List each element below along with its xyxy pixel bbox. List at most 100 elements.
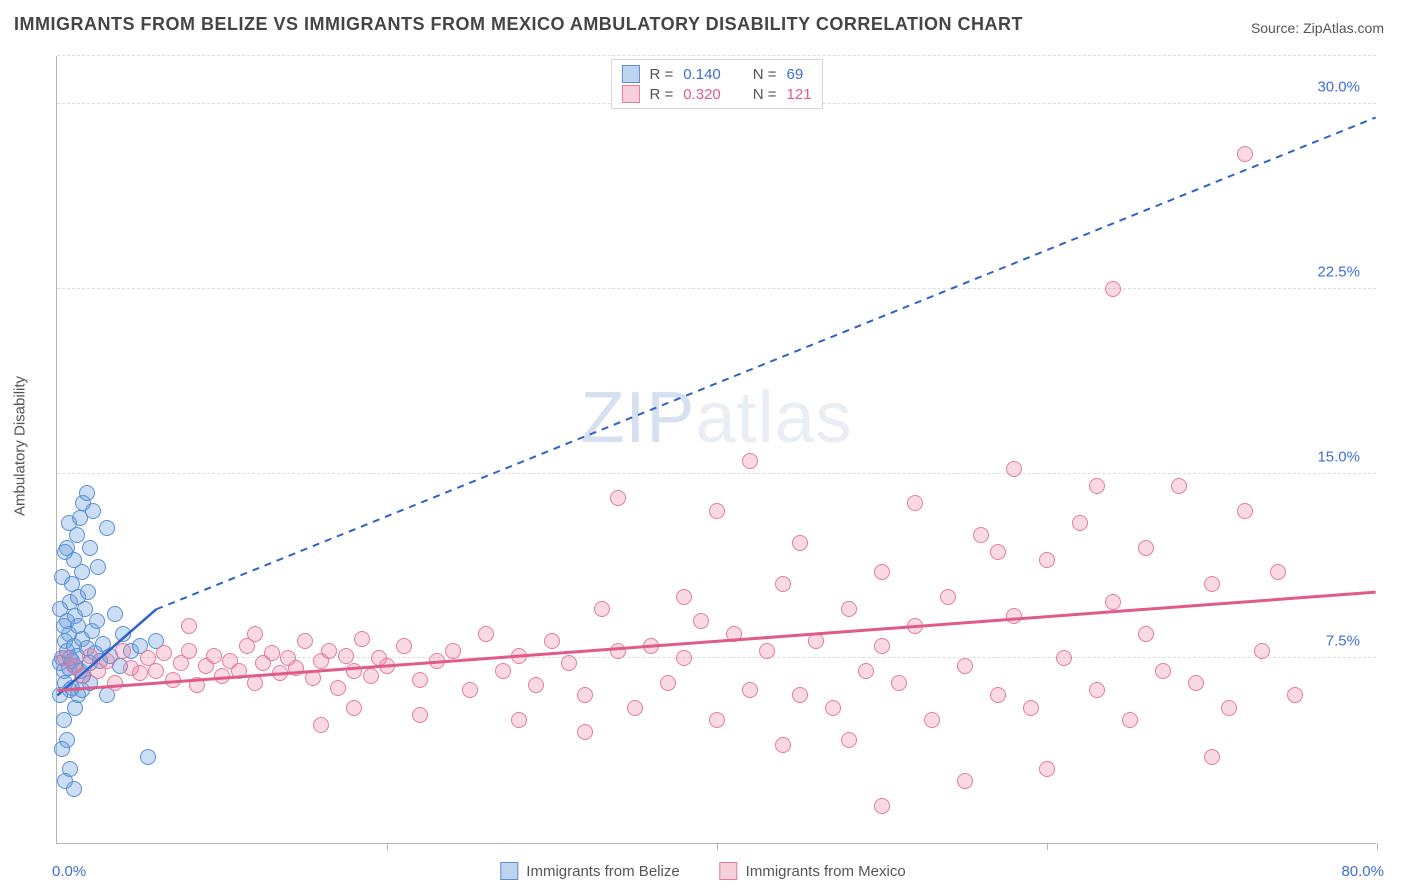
gridline: [57, 288, 1376, 289]
data-point-mexico: [1204, 576, 1220, 592]
data-point-mexico: [1072, 515, 1088, 531]
correlation-legend: R = 0.140 N = 69R =0.320N =121: [610, 59, 822, 109]
data-point-mexico: [1155, 663, 1171, 679]
data-point-mexico: [676, 650, 692, 666]
legend-n-value: 69: [787, 66, 804, 83]
data-point-belize: [79, 485, 95, 501]
data-point-mexico: [577, 687, 593, 703]
data-point-mexico: [1138, 626, 1154, 642]
x-axis-max-label: 80.0%: [1341, 863, 1384, 880]
legend-item-belize: Immigrants from Belize: [500, 862, 679, 880]
data-point-mexico: [231, 663, 247, 679]
data-point-mexico: [264, 645, 280, 661]
gridline: [57, 657, 1376, 658]
data-point-mexico: [775, 576, 791, 592]
data-point-belize: [140, 749, 156, 765]
legend-series-label: Immigrants from Mexico: [746, 863, 906, 880]
data-point-belize: [115, 626, 131, 642]
y-tick-label: 30.0%: [1317, 79, 1360, 96]
data-point-mexico: [1089, 478, 1105, 494]
data-point-mexico: [1254, 643, 1270, 659]
legend-n-label: N =: [753, 66, 777, 83]
data-point-belize: [99, 520, 115, 536]
data-point-belize: [61, 515, 77, 531]
y-axis-title: Ambulatory Disability: [12, 376, 29, 516]
data-point-mexico: [107, 675, 123, 691]
data-point-mexico: [709, 503, 725, 519]
data-point-mexico: [1270, 564, 1286, 580]
data-point-mexico: [577, 724, 593, 740]
data-point-mexico: [973, 527, 989, 543]
data-point-mexico: [1237, 146, 1253, 162]
data-point-mexico: [313, 717, 329, 733]
watermark-zip: ZIP: [580, 378, 695, 458]
data-point-mexico: [511, 648, 527, 664]
data-point-mexico: [1006, 608, 1022, 624]
legend-swatch: [621, 85, 639, 103]
legend-row-mexico: R =0.320N =121: [621, 84, 811, 104]
data-point-mexico: [792, 535, 808, 551]
series-legend: Immigrants from Belize Immigrants from Me…: [500, 862, 905, 880]
data-point-belize: [85, 503, 101, 519]
data-point-belize: [57, 544, 73, 560]
data-point-mexico: [660, 675, 676, 691]
data-point-mexico: [272, 665, 288, 681]
data-point-mexico: [181, 643, 197, 659]
y-tick-label: 15.0%: [1317, 448, 1360, 465]
gridline: [57, 473, 1376, 474]
data-point-mexico: [1138, 540, 1154, 556]
data-point-mexico: [759, 643, 775, 659]
legend-n-label: N =: [753, 86, 777, 103]
data-point-mexico: [627, 700, 643, 716]
x-tick: [387, 843, 388, 850]
scatter-plot-area: ZIPatlas R =0.140N =69R =0.320N =121 7.5…: [56, 56, 1376, 844]
data-point-mexico: [825, 700, 841, 716]
data-point-mexico: [726, 626, 742, 642]
data-point-mexico: [412, 672, 428, 688]
data-point-mexico: [610, 643, 626, 659]
data-point-mexico: [957, 658, 973, 674]
data-point-belize: [52, 601, 68, 617]
legend-swatch: [500, 862, 518, 880]
y-tick-label: 22.5%: [1317, 263, 1360, 280]
data-point-mexico: [907, 618, 923, 634]
data-point-belize: [54, 741, 70, 757]
data-point-mexico: [181, 618, 197, 634]
data-point-mexico: [511, 712, 527, 728]
data-point-mexico: [206, 648, 222, 664]
data-point-mexico: [214, 668, 230, 684]
data-point-mexico: [338, 648, 354, 664]
data-point-belize: [54, 569, 70, 585]
data-point-mexico: [1023, 700, 1039, 716]
data-point-mexico: [693, 613, 709, 629]
data-point-mexico: [1089, 682, 1105, 698]
legend-r-label: R =: [649, 66, 673, 83]
data-point-mexico: [841, 601, 857, 617]
chart-title: IMMIGRANTS FROM BELIZE VS IMMIGRANTS FRO…: [14, 14, 1023, 35]
data-point-mexico: [594, 601, 610, 617]
data-point-mexico: [1006, 461, 1022, 477]
data-point-mexico: [495, 663, 511, 679]
data-point-mexico: [363, 668, 379, 684]
data-point-mexico: [1039, 761, 1055, 777]
data-point-mexico: [165, 672, 181, 688]
data-point-mexico: [742, 453, 758, 469]
data-point-mexico: [561, 655, 577, 671]
data-point-mexico: [1204, 749, 1220, 765]
legend-r-value: 0.140: [683, 66, 721, 83]
data-point-mexico: [544, 633, 560, 649]
data-point-mexico: [305, 670, 321, 686]
data-point-belize: [107, 606, 123, 622]
data-point-mexico: [1171, 478, 1187, 494]
data-point-mexico: [1039, 552, 1055, 568]
data-point-mexico: [429, 653, 445, 669]
data-point-mexico: [907, 495, 923, 511]
data-point-mexico: [321, 643, 337, 659]
x-axis-origin-label: 0.0%: [52, 863, 86, 880]
data-point-mexico: [462, 682, 478, 698]
x-tick: [717, 843, 718, 850]
data-point-mexico: [858, 663, 874, 679]
data-point-mexico: [1287, 687, 1303, 703]
data-point-mexico: [841, 732, 857, 748]
data-point-mexico: [132, 665, 148, 681]
